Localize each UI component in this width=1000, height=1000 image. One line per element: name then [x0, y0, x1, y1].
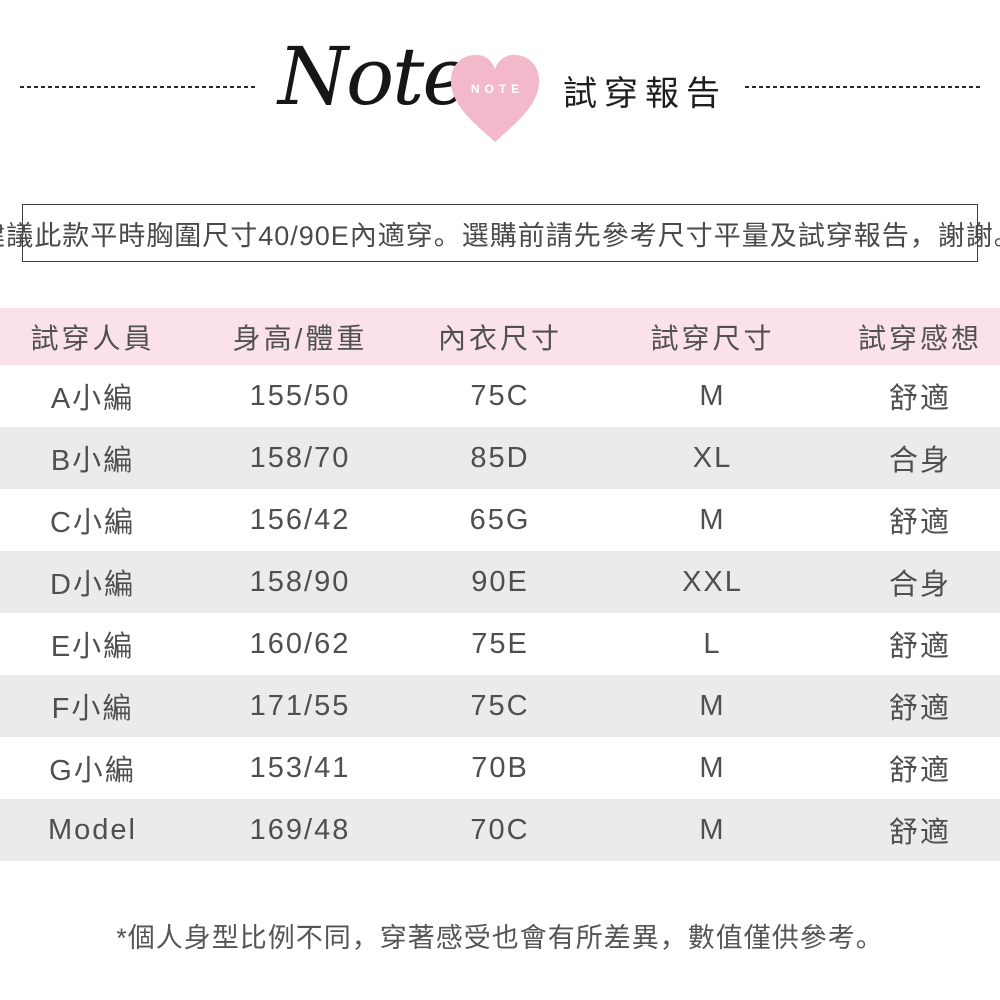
disclaimer-note: *個人身型比例不同，穿著感受也會有所差異，數值僅供參考。	[116, 923, 884, 953]
column-header-try-size: 試穿尺寸	[650, 322, 775, 354]
table-row: A小編 155/50 75C M 舒適	[0, 365, 1000, 427]
table-row: D小編 158/90 90E XXL 合身	[0, 551, 1000, 613]
cell-height-weight: 169/48	[249, 813, 351, 846]
cell-height-weight: 158/90	[249, 565, 351, 598]
cell-person: B小編	[50, 445, 135, 477]
column-header-height-weight: 身高/體重	[232, 322, 368, 354]
cell-feel: 合身	[888, 445, 951, 477]
cell-try-size: M	[699, 689, 726, 722]
cell-bra-size: 75C	[470, 379, 530, 412]
cell-bra-size: 85D	[470, 441, 530, 474]
column-header-person: 試穿人員	[30, 322, 155, 354]
heart-icon: NOTE	[447, 52, 543, 144]
cell-feel: 舒適	[888, 817, 951, 849]
cell-try-size: M	[699, 379, 726, 412]
cell-bra-size: 90E	[471, 565, 529, 598]
cell-try-size: M	[699, 813, 726, 846]
cell-person: Model	[48, 813, 137, 846]
cell-bra-size: 65G	[469, 503, 531, 536]
cell-bra-size: 75C	[470, 689, 530, 722]
cell-feel: 舒適	[888, 383, 951, 415]
cell-try-size: M	[699, 503, 726, 536]
table-row: E小編 160/62 75E L 舒適	[0, 613, 1000, 675]
cell-try-size: M	[699, 751, 726, 784]
heart-note-label: NOTE	[470, 82, 525, 96]
table-row: Model 169/48 70C M 舒適	[0, 799, 1000, 861]
cell-height-weight: 158/70	[249, 441, 351, 474]
table-row: C小編 156/42 65G M 舒適	[0, 489, 1000, 551]
cell-height-weight: 153/41	[249, 751, 351, 784]
cell-try-size: XL	[692, 441, 733, 474]
column-header-feel: 試穿感想	[857, 322, 982, 354]
cell-feel: 舒適	[888, 631, 951, 663]
page-title: 試穿報告	[563, 75, 727, 113]
cell-height-weight: 156/42	[249, 503, 351, 536]
size-advice-text: 建議此款平時胸圍尺寸40/90E內適穿。選購前請先參考尺寸平量及試穿報告，謝謝。	[0, 220, 1000, 251]
fitting-report-table: 試穿人員 身高/體重 內衣尺寸 試穿尺寸 試穿感想 A小編 155/50 75C…	[0, 308, 1000, 861]
cell-bra-size: 70B	[471, 751, 529, 784]
cell-person: F小編	[51, 693, 134, 725]
cell-try-size: XXL	[682, 565, 743, 598]
cell-person: E小編	[50, 631, 135, 663]
table-row: B小編 158/70 85D XL 合身	[0, 427, 1000, 489]
size-advice-box: 建議此款平時胸圍尺寸40/90E內適穿。選購前請先參考尺寸平量及試穿報告，謝謝。	[0, 204, 1000, 262]
cell-bra-size: 75E	[471, 627, 529, 660]
cell-feel: 合身	[888, 569, 951, 601]
cell-height-weight: 160/62	[249, 627, 351, 660]
cell-feel: 舒適	[888, 693, 951, 725]
cell-person: A小編	[50, 383, 135, 415]
cell-feel: 舒適	[888, 755, 951, 787]
right-dashed-divider	[745, 86, 982, 88]
report-header: Note NOTE 試穿報告	[0, 0, 1000, 175]
cell-bra-size: 70C	[470, 813, 530, 846]
cell-feel: 舒適	[888, 507, 951, 539]
cell-person: C小編	[50, 507, 135, 539]
table-row: G小編 153/41 70B M 舒適	[0, 737, 1000, 799]
column-header-bra-size: 內衣尺寸	[437, 322, 562, 354]
cell-try-size: L	[703, 627, 722, 660]
cell-height-weight: 155/50	[249, 379, 351, 412]
table-row: F小編 171/55 75C M 舒適	[0, 675, 1000, 737]
note-script-text: Note	[278, 30, 470, 123]
table-header-row: 試穿人員 身高/體重 內衣尺寸 試穿尺寸 試穿感想	[0, 308, 1000, 365]
cell-height-weight: 171/55	[249, 689, 351, 722]
cell-person: D小編	[50, 569, 135, 601]
cell-person: G小編	[49, 755, 136, 787]
left-dashed-divider	[20, 86, 257, 88]
